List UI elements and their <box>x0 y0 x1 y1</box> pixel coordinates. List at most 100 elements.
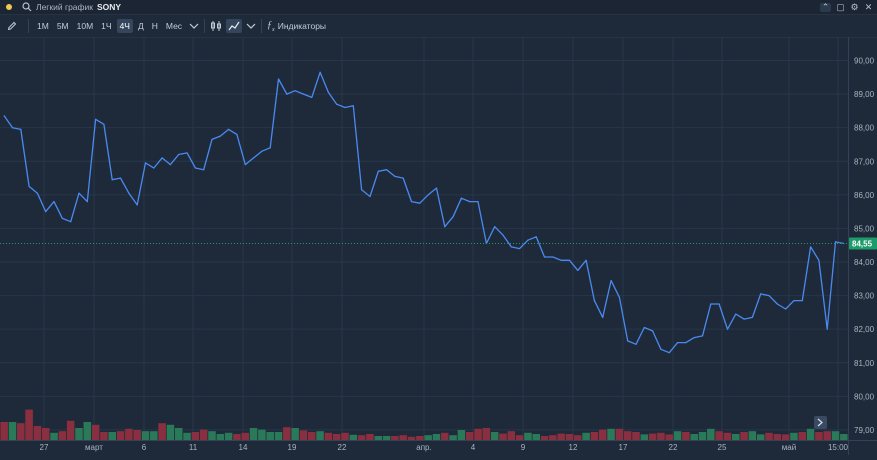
data-point <box>527 239 529 241</box>
volume-bar <box>8 422 17 440</box>
volume-bar <box>640 434 649 440</box>
y-tick-label: 85,00 <box>854 224 875 233</box>
volume-bar <box>798 432 807 440</box>
chart-area[interactable]: 90,00 89,00 88,00 87,00 86,00 85,00 84,00 83,00… <box>0 37 877 455</box>
data-point <box>643 326 645 329</box>
data-point <box>519 248 521 250</box>
data-point <box>186 152 188 154</box>
price-chart[interactable]: 90,00 89,00 88,00 87,00 86,00 85,00 84,00 83,00… <box>0 37 877 455</box>
data-point <box>253 157 255 159</box>
data-point <box>194 167 196 169</box>
y-tick-label: 87,00 <box>854 157 875 166</box>
x-tick-label: 12 <box>569 443 578 452</box>
data-point <box>53 201 55 203</box>
square-icon[interactable]: ▢ <box>836 1 845 12</box>
volume-bar <box>366 434 374 440</box>
data-point <box>560 259 562 261</box>
volume-bar <box>141 431 150 440</box>
data-point <box>119 177 122 179</box>
close-icon[interactable]: ✕ <box>864 1 873 12</box>
data-point <box>602 316 604 318</box>
x-tick-label: 25 <box>718 443 727 452</box>
y-tick-label: 81,00 <box>854 359 875 368</box>
data-point <box>801 300 803 302</box>
symbol-label[interactable]: SONY <box>97 2 122 12</box>
interval-button[interactable]: Н <box>151 21 158 31</box>
volume-bar <box>266 432 274 440</box>
chevron-up-icon[interactable]: ⌃ <box>820 1 831 12</box>
interval-button[interactable]: 1Ч <box>101 21 112 31</box>
volume-bar <box>490 432 499 440</box>
volume-bar <box>0 422 8 440</box>
pencil-icon[interactable] <box>7 21 17 31</box>
data-point <box>153 167 155 169</box>
last-price-badge <box>849 237 877 250</box>
data-point <box>277 78 280 80</box>
interval-button[interactable]: Мес <box>165 21 183 31</box>
volume-bar <box>781 434 790 440</box>
interval-button[interactable]: 5М <box>56 21 69 31</box>
volume-bar <box>274 432 283 440</box>
interval-button[interactable]: 4Ч <box>116 19 133 33</box>
x-tick-label: 17 <box>619 443 628 452</box>
search-icon[interactable] <box>22 2 32 12</box>
volume-bar <box>17 423 25 440</box>
data-point <box>219 135 221 137</box>
data-point <box>386 169 388 171</box>
chart-title: Легкий график <box>36 2 93 12</box>
volume-bar <box>332 434 341 440</box>
volume-bar <box>308 432 316 440</box>
data-point <box>677 342 679 344</box>
volume-bar <box>283 427 291 440</box>
data-point <box>793 300 795 302</box>
data-point <box>394 175 396 177</box>
gear-icon[interactable]: ⚙ <box>850 1 859 12</box>
volume-bar <box>216 434 225 440</box>
chevron-down-icon[interactable] <box>189 22 199 30</box>
interval-button[interactable]: 10М <box>76 21 94 31</box>
volume-bar <box>515 435 524 440</box>
volume-bar <box>199 429 208 440</box>
volume-bar <box>441 432 449 440</box>
volume-bar <box>590 432 599 440</box>
interval-button[interactable]: 1М <box>37 21 49 31</box>
volume-bar <box>241 432 250 440</box>
volume-bar <box>723 432 732 440</box>
volume-bar <box>449 435 457 440</box>
fx-icon: ƒx <box>267 19 275 33</box>
data-point <box>336 103 338 105</box>
data-point <box>760 293 762 295</box>
volume-bar <box>474 428 482 440</box>
candles-icon[interactable] <box>210 20 222 32</box>
data-point <box>86 201 88 203</box>
data-point <box>552 256 554 258</box>
volume-bar <box>748 431 757 440</box>
data-point <box>427 194 429 196</box>
indicators-label: Индикаторы <box>277 21 327 31</box>
indicators-button[interactable]: ƒx Индикаторы <box>267 20 326 33</box>
data-point <box>610 279 612 282</box>
volume-bar <box>457 430 466 440</box>
data-point <box>776 303 778 305</box>
line-chart-toggle[interactable] <box>226 19 243 33</box>
volume-bar <box>108 432 116 440</box>
volume-bar <box>116 431 125 440</box>
volume-bar <box>41 428 50 440</box>
data-point <box>377 170 379 172</box>
volume-bar <box>432 434 441 440</box>
goto-realtime-icon[interactable] <box>814 416 827 429</box>
volume-bar <box>166 424 175 440</box>
data-point <box>136 204 138 206</box>
volume-bar <box>150 431 158 440</box>
volume-bar <box>58 431 67 440</box>
volume-bar <box>233 434 241 440</box>
data-point <box>826 328 828 330</box>
volume-bar <box>33 426 42 440</box>
interval-button[interactable]: Д <box>137 21 144 31</box>
chevron-down-icon[interactable] <box>246 22 256 30</box>
toolbar: 1М 5М 10М 1Ч 4Ч Д Н Мес ƒx Индикаторы <box>0 15 877 38</box>
data-point <box>45 211 47 213</box>
data-point <box>286 93 288 95</box>
data-point <box>61 217 64 219</box>
data-point <box>834 241 837 243</box>
